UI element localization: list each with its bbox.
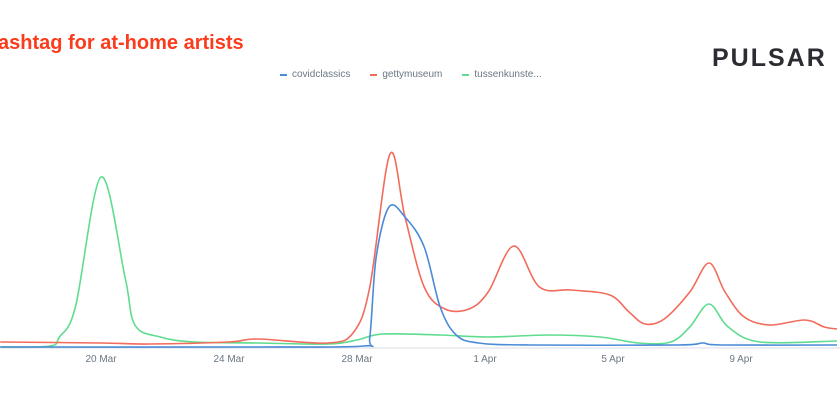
- x-tick-label: 24 Mar: [213, 354, 245, 365]
- legend-label: covidclassics: [292, 69, 351, 80]
- x-tick-label: 5 Apr: [601, 354, 625, 365]
- legend-label: tussenkunste...: [474, 69, 542, 80]
- legend-item-tussenkunste[interactable]: tussenkunste...: [462, 69, 542, 80]
- pulsar-logo: PULSAR: [712, 44, 827, 72]
- legend-swatch: [462, 73, 470, 76]
- legend-item-covidclassics[interactable]: covidclassics: [280, 69, 350, 80]
- x-tick-label: 1 Apr: [473, 354, 497, 365]
- series-line-tussenkunste: [0, 176, 838, 348]
- series-line-gettymuseum: [0, 151, 838, 345]
- x-tick-label: 20 Mar: [85, 354, 117, 365]
- legend-label: gettymuseum: [382, 69, 443, 80]
- x-tick-label: 9 Apr: [729, 354, 753, 365]
- legend-swatch: [370, 73, 378, 76]
- series-line-covidclassics: [0, 204, 838, 348]
- chart-title: ashtag for at-home artists: [0, 32, 244, 54]
- x-tick-label: 28 Mar: [341, 354, 373, 365]
- legend-item-gettymuseum[interactable]: gettymuseum: [370, 69, 442, 80]
- legend-swatch: [280, 73, 287, 76]
- legend: covidclassics gettymuseum tussenkunste..…: [280, 69, 542, 80]
